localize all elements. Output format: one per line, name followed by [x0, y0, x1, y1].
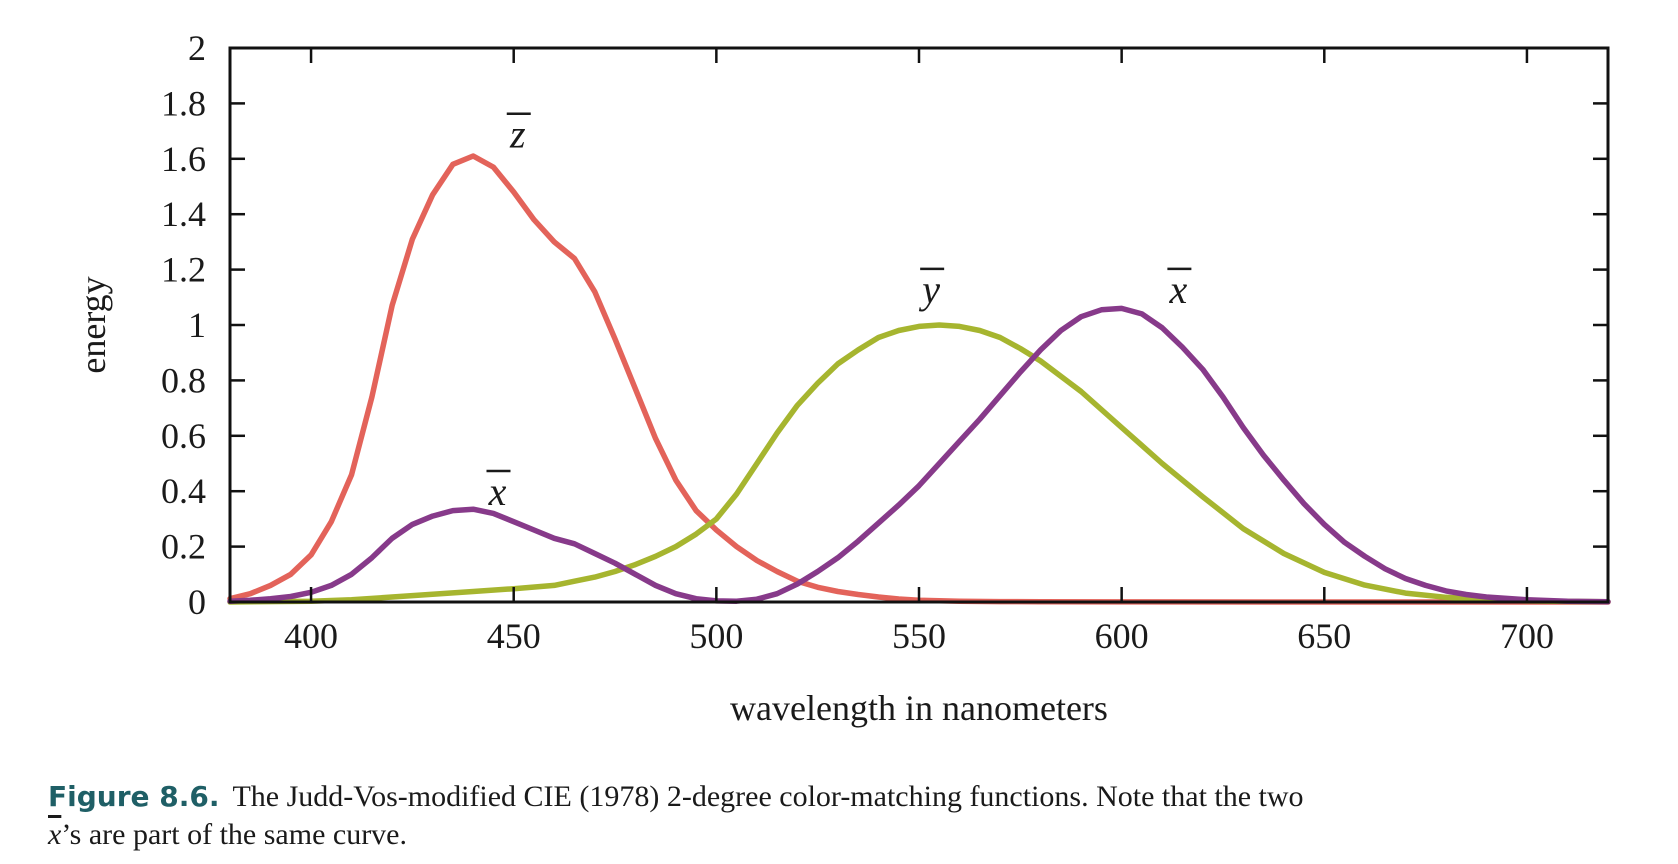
- y-tick-label-0: 0: [188, 582, 206, 622]
- caption-line2: ’s are part of the same curve.: [61, 818, 408, 851]
- curve-label-3: x: [488, 469, 507, 514]
- figure-label: Figure 8.6.: [48, 780, 220, 813]
- x-tick-label-0: 400: [284, 616, 338, 656]
- series-line-2: [227, 305, 1611, 605]
- curve-label-0: z: [509, 112, 526, 157]
- series-line-1: [227, 322, 1611, 605]
- x-tick-label-5: 650: [1297, 616, 1351, 656]
- series-layer: [227, 153, 1611, 605]
- curve-label-2: x: [1169, 267, 1188, 312]
- x-tick-label-2: 500: [689, 616, 743, 656]
- y-tick-label-1: 0.2: [161, 527, 206, 567]
- x-axis-title: wavelength in nanometers: [730, 688, 1108, 728]
- y-tick-label-6: 1.2: [161, 250, 206, 290]
- annotations-layer: z y x x: [486, 112, 1192, 514]
- y-tick-label-9: 1.8: [161, 83, 206, 123]
- x-tick-label-6: 700: [1500, 616, 1554, 656]
- y-tick-label-3: 0.6: [161, 416, 206, 456]
- x-tick-label-4: 600: [1095, 616, 1149, 656]
- y-tick-label-10: 2: [188, 28, 206, 68]
- figure-caption: Figure 8.6. The Judd-Vos-modified CIE (1…: [48, 778, 1648, 854]
- x-tick-label-1: 450: [487, 616, 541, 656]
- series-line-0: [227, 153, 1611, 605]
- curve-label-1: y: [918, 267, 940, 312]
- y-tick-label-8: 1.6: [161, 139, 206, 179]
- ticks-layer: [230, 46, 1608, 604]
- caption-line1: The Judd-Vos-modified CIE (1978) 2-degre…: [232, 780, 1304, 813]
- color-matching-chart: 400 450 500 550 600 650 700 0 0.2 0.4 0.6 0.8 1 1.2 1.…: [73, 28, 1611, 728]
- labels-layer: 400 450 500 550 600 650 700 0 0.2 0.4 0.6 0.8 1 1.2 1.…: [161, 28, 1554, 656]
- y-axis-title: energy: [73, 276, 113, 373]
- y-tick-label-4: 0.8: [161, 360, 206, 400]
- y-tick-label-7: 1.4: [161, 194, 206, 234]
- y-tick-label-5: 1: [188, 305, 206, 345]
- caption-xbar-symbol: x: [48, 818, 62, 851]
- y-tick-label-2: 0.4: [161, 471, 206, 511]
- x-tick-label-3: 550: [892, 616, 946, 656]
